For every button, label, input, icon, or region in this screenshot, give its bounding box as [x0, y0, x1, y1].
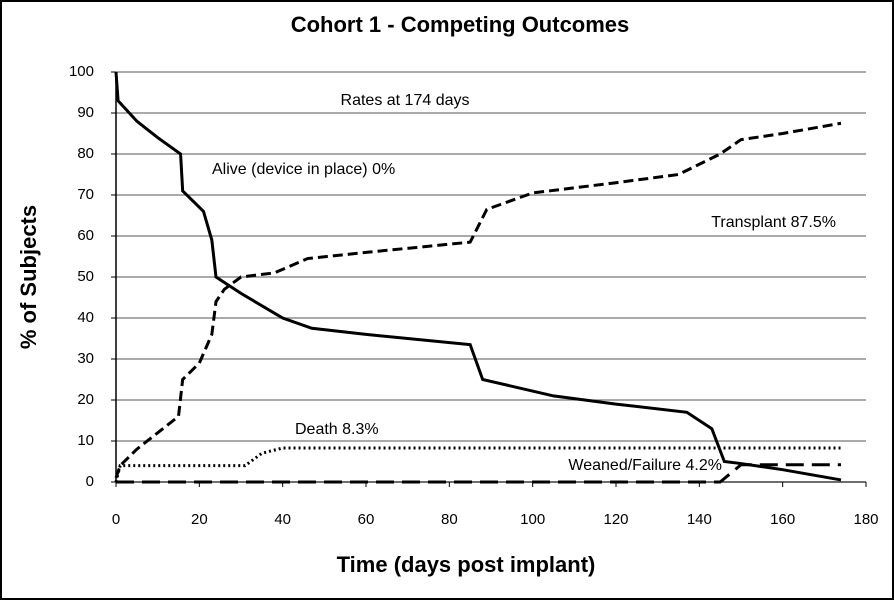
x-axis-label: Time (days post implant) — [337, 552, 596, 577]
x-tick-label: 0 — [112, 511, 120, 528]
x-tick-label: 80 — [441, 511, 458, 528]
x-tick-label: 160 — [770, 511, 795, 528]
y-tick-label: 40 — [77, 309, 94, 326]
x-tick-label: 180 — [853, 511, 878, 528]
y-tick-label: 100 — [69, 63, 94, 80]
series-line — [116, 463, 841, 484]
series-label: Transplant 87.5% — [711, 214, 836, 231]
x-tick-label: 140 — [687, 511, 712, 528]
x-tick-label: 100 — [520, 511, 545, 528]
y-tick-label: 70 — [77, 186, 94, 203]
chart-title: Cohort 1 - Competing Outcomes — [291, 12, 630, 37]
series-line — [114, 121, 842, 479]
x-tick-label: 120 — [603, 511, 628, 528]
y-tick-label: 30 — [77, 350, 94, 367]
y-tick-label: 50 — [77, 268, 94, 285]
y-tick-label: 80 — [77, 145, 94, 162]
y-tick-label: 20 — [77, 391, 94, 408]
y-tick-label: 0 — [86, 473, 94, 490]
x-tick-label: 40 — [274, 511, 291, 528]
series-line — [114, 71, 842, 482]
y-tick-label: 60 — [77, 227, 94, 244]
y-tick-label: 10 — [77, 432, 94, 449]
series-label: Death 8.3% — [295, 421, 379, 438]
y-axis-label: % of Subjects — [16, 205, 41, 349]
series-label: Weaned/Failure 4.2% — [568, 457, 722, 474]
x-tick-label: 20 — [191, 511, 208, 528]
series-label: Alive (device in place) 0% — [212, 161, 395, 178]
y-tick-label: 90 — [77, 104, 94, 121]
x-tick-label: 60 — [358, 511, 375, 528]
annotation: Rates at 174 days — [341, 92, 470, 109]
